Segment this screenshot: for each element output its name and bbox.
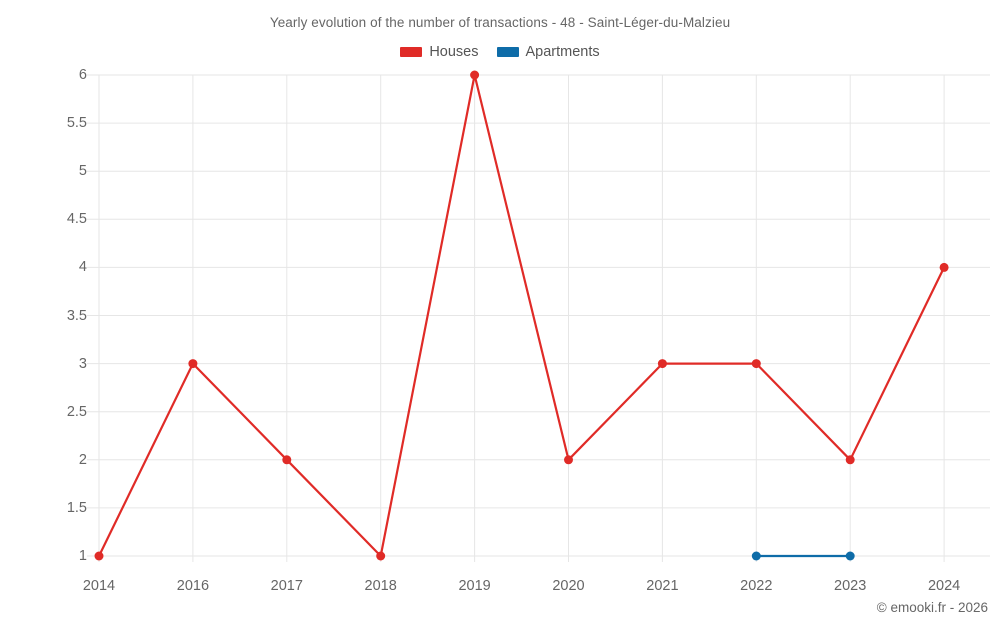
- grid-lines: [87, 74, 990, 562]
- y-axis-tick-1.5: 1.5: [66, 499, 87, 516]
- data-point-apartments-2022[interactable]: [751, 551, 761, 561]
- y-axis-tick-5.5: 5.5: [66, 115, 87, 132]
- x-axis-tick-2019: 2019: [458, 578, 491, 594]
- y-axis-tick-1: 1: [78, 548, 87, 564]
- x-axis-tick-2024: 2024: [927, 578, 961, 594]
- data-point-houses-2024[interactable]: [939, 262, 949, 272]
- y-axis-tick-6: 6: [78, 67, 87, 83]
- x-axis-tick-2018: 2018: [364, 578, 397, 594]
- x-axis-tick-2017: 2017: [270, 578, 303, 594]
- legend-label-houses: Houses: [429, 44, 479, 60]
- x-axis-tick-2014: 2014: [82, 578, 116, 594]
- data-point-houses-2023[interactable]: [845, 455, 855, 465]
- y-axis-tick-3.5: 3.5: [66, 307, 87, 324]
- data-point-apartments-2023[interactable]: [845, 551, 855, 561]
- x-axis-tick-2016: 2016: [176, 578, 210, 594]
- legend-item-houses[interactable]: Houses: [400, 44, 479, 60]
- data-point-houses-2018[interactable]: [376, 551, 386, 561]
- legend-label-apartments: Apartments: [525, 44, 600, 60]
- y-axis-tick-4: 4: [78, 259, 87, 276]
- data-point-houses-2014[interactable]: [94, 551, 104, 561]
- chart-legend: Houses Apartments: [0, 45, 1000, 60]
- data-point-houses-2022[interactable]: [751, 359, 761, 369]
- series-apartments: [751, 551, 855, 561]
- y-axis-tick-4.5: 4.5: [66, 211, 87, 228]
- y-axis-tick-2.5: 2.5: [66, 403, 87, 420]
- line-swatch-icon-houses: [400, 47, 423, 58]
- x-axis-tick-2023: 2023: [834, 578, 867, 594]
- data-point-houses-2016[interactable]: [188, 359, 198, 369]
- x-axis-tick-2020: 2020: [552, 578, 585, 594]
- series-line-houses: [97, 73, 946, 558]
- x-axis-tick-2021: 2021: [646, 578, 679, 594]
- data-point-houses-2017[interactable]: [282, 455, 292, 465]
- x-axis-tick-2022: 2022: [740, 578, 773, 594]
- y-axis-tick-2: 2: [78, 451, 87, 468]
- series-houses: [94, 70, 949, 561]
- data-point-houses-2021[interactable]: [657, 359, 667, 369]
- data-point-houses-2019[interactable]: [470, 70, 480, 80]
- copyright-credit: © emooki.fr - 2026: [876, 600, 988, 615]
- legend-item-apartments[interactable]: Apartments: [496, 44, 600, 60]
- chart-title: Yearly evolution of the number of transa…: [269, 15, 731, 30]
- data-point-houses-2020[interactable]: [564, 455, 573, 465]
- line-swatch-icon-apartments: [496, 47, 519, 58]
- y-axis-tick-3: 3: [78, 355, 87, 372]
- y-axis-tick-5: 5: [78, 163, 87, 180]
